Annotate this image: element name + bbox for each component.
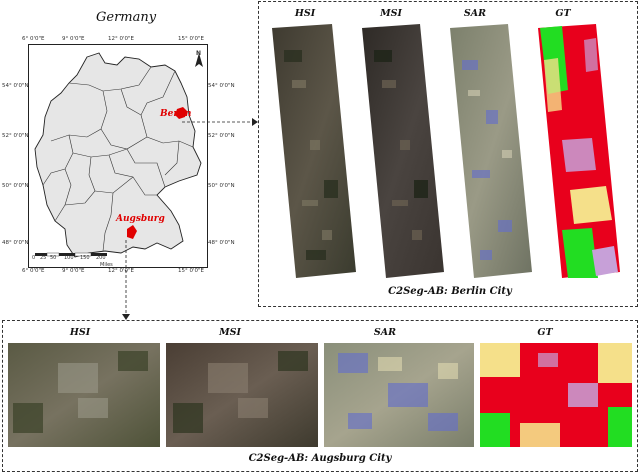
coord-left-3: 50° 0'0"N	[2, 183, 29, 189]
berlin-col-gt: GT	[555, 8, 571, 19]
berlin-col-msi: MSI	[380, 8, 402, 19]
berlin-panel	[258, 1, 638, 307]
scale-label-25: 25	[40, 255, 47, 261]
augsburg-col-msi: MSI	[219, 327, 241, 338]
scale-label-150: 150	[80, 255, 90, 261]
berlin-caption: C2Seg-AB: Berlin City	[388, 286, 512, 297]
scale-label-100: 100	[64, 255, 74, 261]
arrow-to-berlin	[182, 118, 258, 126]
coord-top-3: 12° 0'0"E	[108, 36, 135, 42]
germany-map-frame	[28, 44, 208, 268]
coord-right-4: 48° 0'0"N	[208, 240, 235, 246]
state-boundaries	[42, 66, 194, 252]
coord-bottom-1: 6° 0'0"E	[22, 268, 45, 274]
berlin-col-sar: SAR	[463, 8, 487, 19]
berlin-region	[175, 107, 187, 119]
augsburg-region	[127, 225, 137, 239]
coord-left-2: 52° 0'0"N	[2, 133, 29, 139]
arrow-to-augsburg	[122, 240, 130, 320]
coord-top-4: 15° 0'0"E	[178, 36, 205, 42]
coord-right-2: 52° 0'0"N	[208, 133, 235, 139]
augsburg-panel	[2, 320, 638, 472]
augsburg-col-gt: GT	[537, 327, 553, 338]
coord-left-4: 48° 0'0"N	[2, 240, 29, 246]
coord-bottom-4: 15° 0'0"E	[178, 268, 205, 274]
augsburg-imagery	[8, 343, 632, 447]
augsburg-col-sar: SAR	[373, 327, 397, 338]
north-arrow-icon	[195, 53, 203, 67]
germany-map	[34, 52, 203, 258]
map-title: Germany	[96, 10, 157, 25]
berlin-hsi-image	[272, 24, 356, 278]
coord-top-1: 6° 0'0"E	[22, 36, 45, 42]
berlin-msi-image	[362, 24, 444, 278]
north-label: N	[196, 50, 202, 57]
scale-bar	[35, 252, 107, 257]
coord-right-1: 54° 0'0"N	[208, 83, 235, 89]
coord-left-1: 54° 0'0"N	[2, 83, 29, 89]
berlin-imagery	[272, 24, 620, 278]
augsburg-caption: C2Seg-AB: Augsburg City	[248, 453, 392, 464]
berlin-sar-image	[450, 24, 532, 278]
augsburg-col-hsi: HSI	[69, 327, 91, 338]
coord-right-3: 50° 0'0"N	[208, 183, 235, 189]
city-label-augsburg: Augsburg	[116, 214, 165, 224]
scale-label-50: 50	[50, 255, 57, 261]
coord-top-2: 9° 0'0"E	[62, 36, 85, 42]
scale-label-0: 0	[32, 255, 36, 261]
city-label-berlin: Berlin	[160, 109, 192, 119]
scale-label-200: 200	[96, 255, 106, 261]
scale-unit: Miles	[100, 262, 113, 268]
coord-bottom-3: 12° 0'0"E	[108, 268, 135, 274]
coord-bottom-2: 9° 0'0"E	[62, 268, 85, 274]
germany-outline	[34, 52, 202, 258]
berlin-col-hsi: HSI	[294, 8, 316, 19]
